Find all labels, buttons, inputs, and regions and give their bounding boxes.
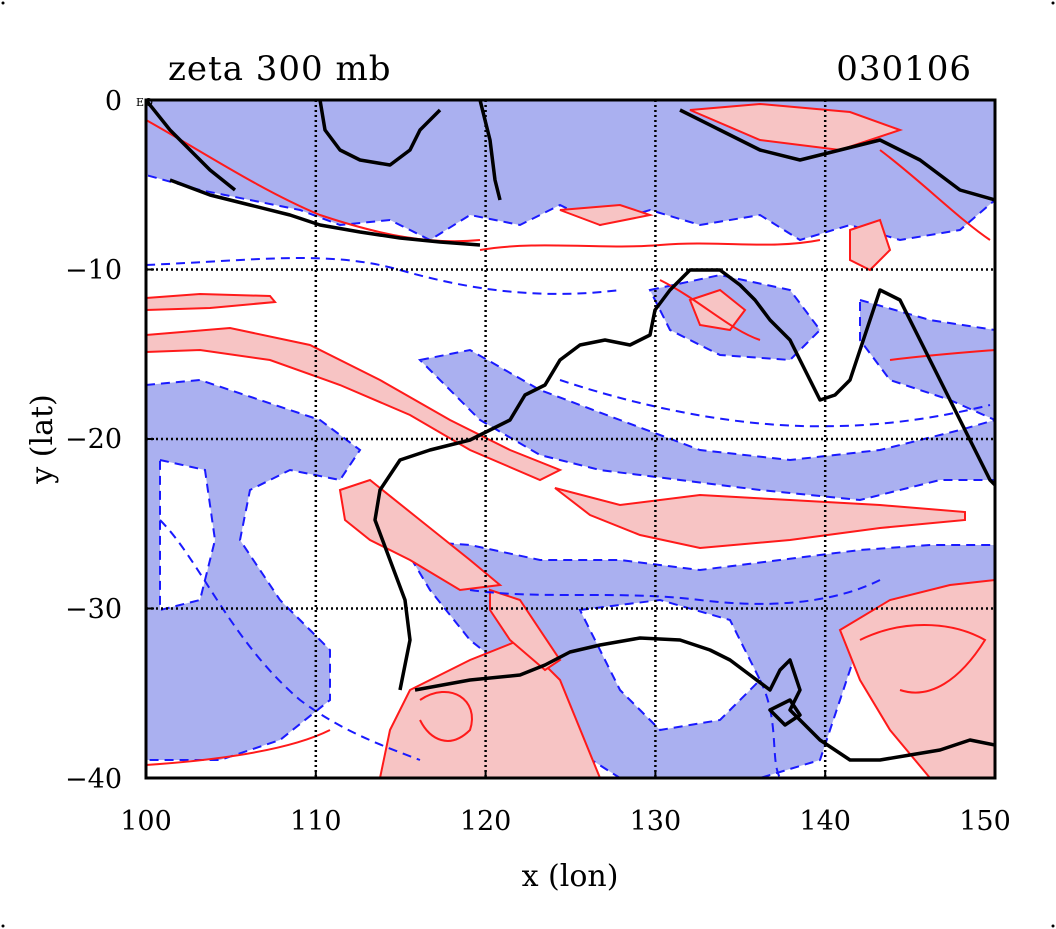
pos-contour-line-2 — [479, 239, 821, 251]
neg-region-east — [859, 298, 995, 422]
y-tick-label-minus10: −10 — [65, 255, 122, 286]
axis-ticks — [146, 268, 827, 778]
chart-title: zeta 300 mb — [168, 49, 391, 89]
x-tick-label-130: 130 — [630, 806, 682, 837]
plot-area — [146, 100, 995, 778]
x-tick-label-110: 110 — [290, 806, 342, 837]
pos-contour-line-3 — [879, 149, 991, 241]
grid — [146, 100, 995, 778]
y-tick-label-minus40: −40 — [65, 764, 122, 795]
pos-region-top-right — [689, 102, 904, 152]
pos-region-north-strip — [559, 203, 654, 227]
x-tick-labels: 100 110 120 130 140 150 — [120, 806, 1011, 837]
neg-contour-line-5 — [759, 679, 781, 778]
coastline-tasmania — [768, 698, 802, 727]
coastline-south-australia — [414, 636, 995, 762]
date-label: 030106 — [836, 49, 972, 89]
neg-contour-line-4 — [469, 579, 881, 605]
pos-contour-line-6 — [419, 690, 473, 742]
x-tick-label-140: 140 — [799, 806, 851, 837]
pos-region-southwest — [378, 638, 602, 778]
y-tick-label-0: 0 — [105, 86, 122, 117]
pos-contour-line-4 — [146, 729, 331, 766]
neg-contour-line-1 — [146, 257, 621, 295]
negative-vorticity-regions — [146, 100, 995, 778]
y-tick-labels: 0 −10 −20 −30 −40 — [65, 86, 122, 795]
equator-label: EQ — [136, 96, 153, 109]
x-tick-label-120: 120 — [460, 806, 512, 837]
y-axis-label: y (lat) — [25, 394, 60, 484]
pos-region-cape-york — [849, 218, 892, 272]
pos-region-tongue — [489, 588, 562, 672]
y-tick-label-minus20: −20 — [65, 424, 122, 455]
neg-region-west-inner — [159, 458, 217, 612]
pos-contour-line-8 — [889, 349, 995, 361]
coastline-australia — [373, 268, 995, 691]
neg-region-southeast-inner — [578, 598, 762, 732]
coastline-java — [169, 178, 481, 247]
coastline-sumatra — [146, 100, 237, 192]
pos-region-west-coast — [338, 478, 503, 592]
contour-lines-extra — [146, 119, 995, 778]
x-tick-label-150: 150 — [959, 806, 1011, 837]
x-axis-label: x (lon) — [522, 859, 619, 894]
coastline-borneo — [318, 100, 442, 167]
y-tick-label-minus30: −30 — [65, 594, 122, 625]
x-tick-label-100: 100 — [120, 806, 172, 837]
neg-region-central-band — [417, 348, 995, 502]
neg-contour-line-2 — [159, 519, 421, 761]
pos-contour-line-5 — [859, 624, 987, 694]
coastline-new-guinea — [679, 108, 995, 202]
neg-contour-line-3 — [559, 379, 991, 428]
pos-region-jet-central — [554, 487, 966, 550]
pos-region-gulf-center — [688, 288, 747, 332]
pos-region-strip-northwest — [146, 292, 277, 312]
